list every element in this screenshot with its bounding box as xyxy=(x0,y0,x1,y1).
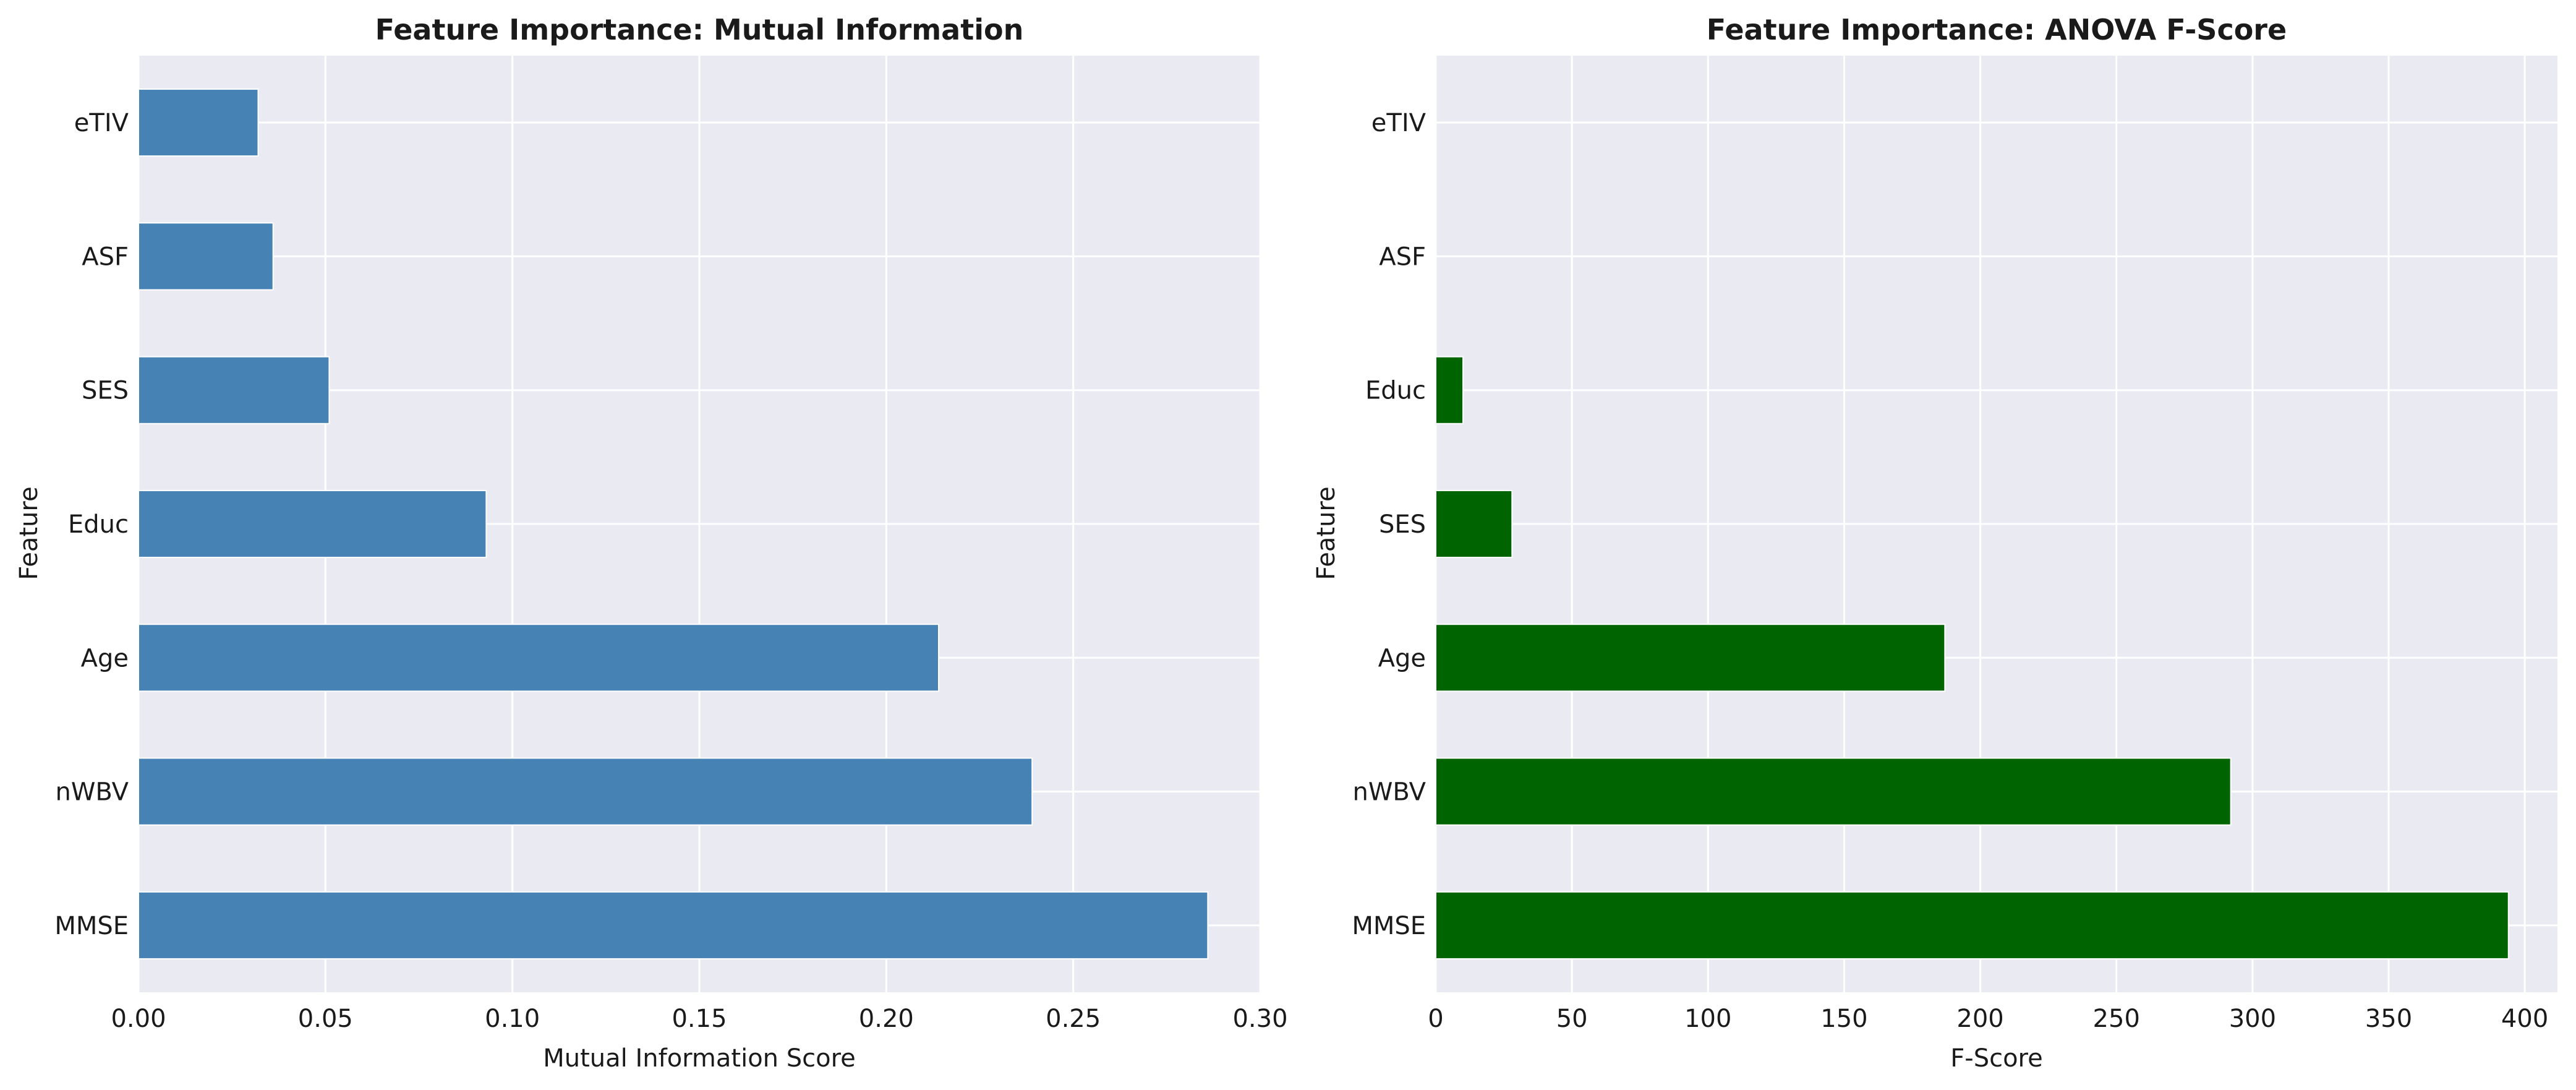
y-axis-label: Feature xyxy=(1312,486,1341,580)
mutual-information-chart: Feature Importance: Mutual Information M… xyxy=(15,13,1288,1073)
y-tick-label: Educ xyxy=(1365,377,1426,405)
bar-ses xyxy=(1435,489,1513,559)
x-tick-label: 250 xyxy=(2093,1005,2140,1033)
anova-f-score-chart: Feature Importance: ANOVA F-Score F-Scor… xyxy=(1312,13,2557,1073)
y-axis-label: Feature xyxy=(15,486,43,580)
bar-age xyxy=(1435,624,1946,692)
x-tick-label: 0 xyxy=(1428,1005,1443,1033)
y-tick-label: nWBV xyxy=(56,778,129,807)
y-tick-label: eTIV xyxy=(74,109,129,137)
y-tick-label: SES xyxy=(1379,510,1426,539)
bar-mmse xyxy=(138,891,1209,959)
bar-age xyxy=(138,624,939,692)
x-tick-label: 0.25 xyxy=(1046,1005,1101,1033)
x-tick-label: 300 xyxy=(2229,1005,2276,1033)
x-tick-label: 0.00 xyxy=(111,1005,166,1033)
y-tick-label: ASF xyxy=(1379,242,1426,271)
y-tick-label: Educ xyxy=(68,510,129,539)
bar-ses xyxy=(138,356,330,424)
bar-asf xyxy=(138,222,274,291)
y-tick-label: Age xyxy=(1378,644,1426,672)
bar-nwbv xyxy=(138,757,1033,826)
x-tick-label: 0.05 xyxy=(298,1005,353,1033)
y-tick-label: Age xyxy=(81,644,129,672)
chart-title: Feature Importance: ANOVA F-Score xyxy=(1707,13,2287,46)
y-tick-label: nWBV xyxy=(1353,778,1427,807)
x-tick-label: 400 xyxy=(2501,1005,2548,1033)
x-tick-label: 0.30 xyxy=(1232,1005,1287,1033)
y-tick-label: SES xyxy=(82,377,129,405)
x-tick-label: 150 xyxy=(1820,1005,1867,1033)
bar-etiv xyxy=(138,88,259,157)
bar-educ xyxy=(1435,356,1464,424)
y-tick-label: MMSE xyxy=(54,912,129,940)
bar-nwbv xyxy=(1435,757,2232,826)
x-tick-label: 350 xyxy=(2365,1005,2412,1033)
bar-educ xyxy=(138,489,487,559)
x-tick-label: 0.10 xyxy=(485,1005,540,1033)
y-tick-label: eTIV xyxy=(1371,109,1427,137)
bar-mmse xyxy=(1435,891,2509,959)
x-axis-label: F-Score xyxy=(1950,1044,2042,1073)
y-tick-label: ASF xyxy=(82,242,129,271)
chart-title: Feature Importance: Mutual Information xyxy=(375,13,1024,46)
x-axis-label: Mutual Information Score xyxy=(543,1044,856,1073)
y-tick-label: MMSE xyxy=(1352,912,1426,940)
x-tick-label: 100 xyxy=(1684,1005,1731,1033)
x-tick-label: 50 xyxy=(1556,1005,1588,1033)
x-tick-label: 0.15 xyxy=(672,1005,727,1033)
x-tick-label: 0.20 xyxy=(859,1005,914,1033)
x-tick-label: 200 xyxy=(1956,1005,2003,1033)
